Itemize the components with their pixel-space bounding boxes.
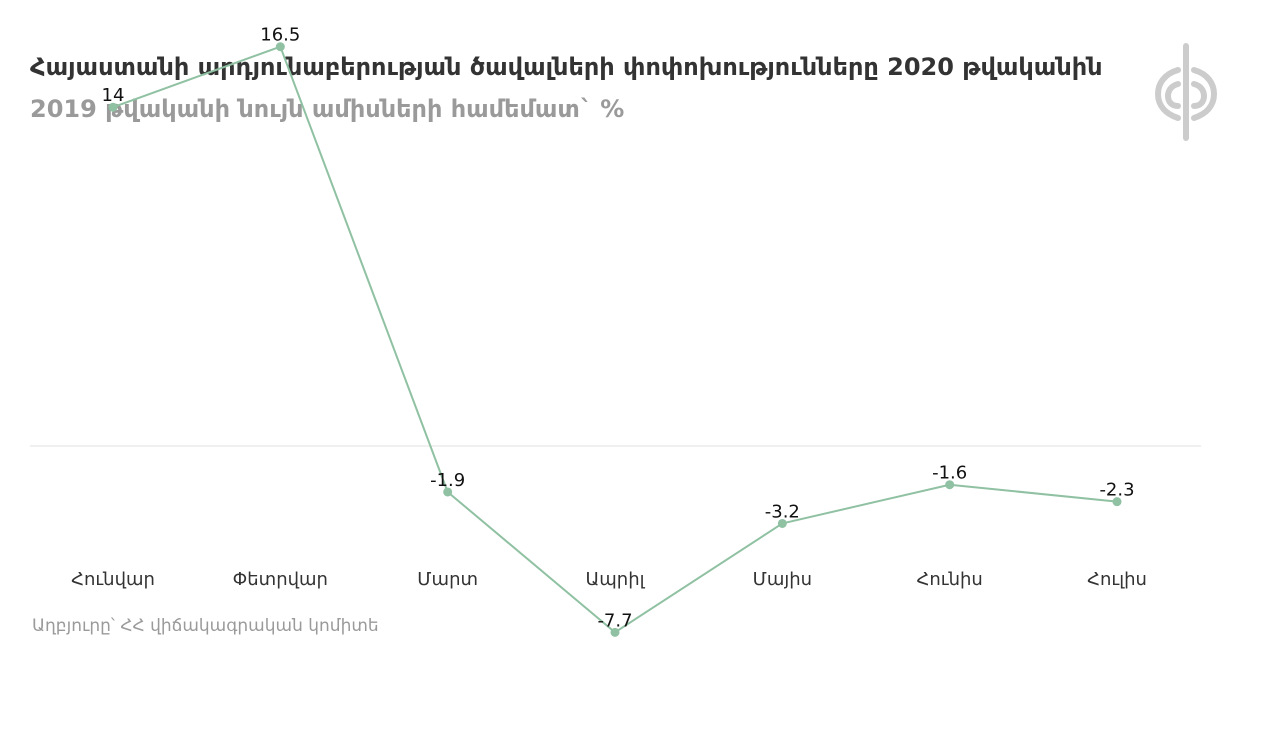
data-label-3: -1.9 [430, 470, 465, 491]
series-line [112, 45, 1118, 634]
data-point-7 [1112, 497, 1122, 507]
data-point-3 [443, 487, 453, 497]
x-tick-label-2: Փետրվար [233, 569, 328, 590]
source-note: Աղբյուրը՝ ՀՀ վիճակագրական կոմիտե [32, 616, 379, 636]
data-label-5: -3.2 [765, 501, 800, 522]
x-tick-label-3: Մարտ [417, 569, 478, 590]
phi-emblem-icon [1154, 43, 1218, 141]
data-label-2: 16.5 [260, 25, 300, 46]
data-label-4: -7.7 [597, 610, 632, 631]
data-point-4 [610, 627, 620, 637]
data-label-7: -2.3 [1099, 480, 1134, 501]
data-label-1: 14 [102, 85, 125, 106]
x-tick-label-4: Ապրիլ [585, 569, 645, 590]
data-point-6 [945, 480, 955, 490]
data-point-5 [777, 518, 787, 528]
chart-subtitle: 2019 թվականի նույն ամիսների համեմատ` % [30, 95, 625, 123]
data-point-1 [108, 102, 118, 112]
x-tick-label-5: Մայիս [753, 569, 812, 590]
x-tick-label-6: Հունիս [916, 569, 982, 590]
data-label-6: -1.6 [932, 463, 967, 484]
x-tick-label-7: Հուլիս [1087, 569, 1147, 590]
data-point-2 [275, 42, 285, 52]
chart-title: Հայաստանի արդյունաբերության ծավալների փո… [30, 53, 1103, 81]
x-tick-label-1: Հունվար [71, 569, 155, 590]
